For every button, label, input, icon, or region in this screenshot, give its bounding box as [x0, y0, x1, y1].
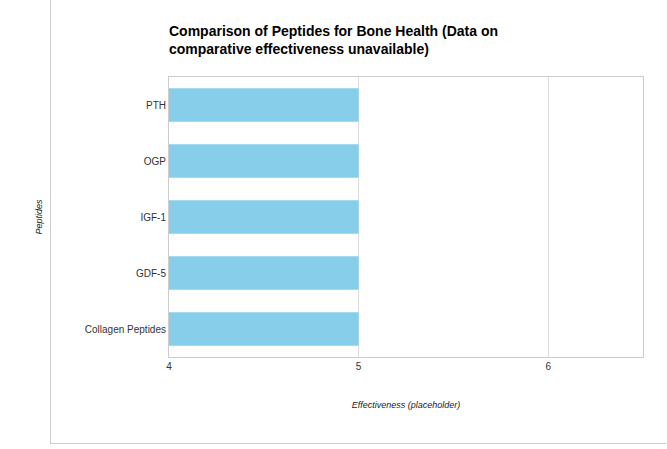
svg-text:Effectiveness (placeholder): Effectiveness (placeholder)	[352, 400, 461, 410]
svg-text:IGF-1: IGF-1	[140, 212, 166, 223]
svg-text:OGP: OGP	[144, 156, 167, 167]
svg-text:4: 4	[166, 361, 172, 372]
svg-text:GDF-5: GDF-5	[136, 268, 166, 279]
svg-text:Collagen Peptides: Collagen Peptides	[85, 324, 166, 335]
svg-text:Peptides: Peptides	[34, 199, 44, 235]
svg-text:6: 6	[545, 361, 551, 372]
svg-text:5: 5	[356, 361, 362, 372]
svg-text:Comparison of Peptides for Bon: Comparison of Peptides for Bone Health (…	[169, 23, 498, 57]
svg-text:PTH: PTH	[146, 100, 166, 111]
